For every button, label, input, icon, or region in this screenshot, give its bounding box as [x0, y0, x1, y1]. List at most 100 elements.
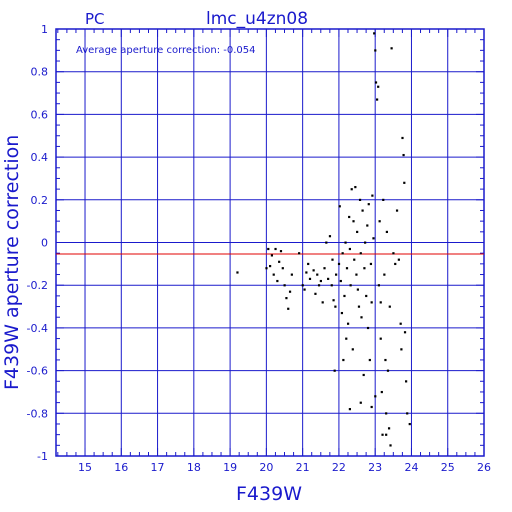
data-point [378, 220, 381, 223]
data-point [385, 433, 388, 436]
data-point [341, 252, 344, 255]
data-point [366, 224, 369, 227]
data-points [236, 32, 411, 447]
y-tick-label: 0.6 [31, 108, 49, 121]
data-point [376, 98, 379, 101]
y-tick-label: 0 [41, 237, 48, 250]
data-point [279, 250, 283, 253]
chart-title: lmc_u4zn08 [206, 9, 308, 29]
data-point [355, 273, 358, 276]
x-tick-label: 23 [368, 461, 382, 474]
data-point [364, 241, 367, 244]
data-point [374, 395, 377, 398]
data-point [351, 348, 354, 351]
y-tick-label: 0.2 [31, 194, 49, 207]
chart-subtitle: PC [85, 10, 105, 28]
data-point [331, 258, 334, 261]
data-point [405, 380, 408, 383]
data-point [236, 271, 239, 274]
x-tick-labels: 15 16 17 18 19 20 21 22 23 24 25 26 [78, 461, 491, 474]
data-point [397, 258, 400, 261]
data-point [340, 311, 344, 315]
data-point [335, 273, 338, 276]
data-point [298, 252, 301, 255]
data-point [343, 294, 346, 298]
data-point [401, 136, 404, 140]
data-point [344, 241, 347, 244]
data-point [290, 273, 293, 276]
data-point [406, 412, 409, 415]
data-point [380, 390, 383, 394]
data-point [408, 422, 411, 426]
x-tick-label: 16 [114, 461, 128, 474]
data-point [371, 194, 374, 197]
y-tick-label: -0.4 [27, 322, 48, 335]
data-point [360, 316, 363, 319]
data-point [270, 254, 274, 257]
x-tick-label: 25 [441, 461, 455, 474]
data-point [388, 305, 391, 308]
data-point [362, 373, 365, 377]
data-point [374, 49, 377, 52]
data-point [352, 220, 355, 223]
data-point [314, 292, 317, 295]
data-point [392, 252, 395, 255]
data-point [274, 247, 277, 251]
data-point [356, 288, 359, 291]
data-point [379, 337, 382, 340]
x-tick-label: 18 [187, 461, 201, 474]
data-point [337, 262, 341, 266]
x-tick-label: 17 [151, 461, 165, 474]
data-point [312, 269, 315, 272]
y-tick-label: 1 [41, 23, 48, 36]
data-point [367, 203, 370, 206]
data-point [358, 198, 362, 201]
data-point [319, 279, 322, 283]
axis-ticks [56, 28, 485, 457]
data-point [377, 284, 381, 287]
data-point [385, 230, 388, 234]
data-point [366, 326, 370, 330]
data-point [389, 444, 392, 447]
data-point [330, 284, 333, 287]
data-point [338, 205, 341, 208]
data-point [399, 322, 402, 325]
data-point [342, 358, 345, 362]
data-point [400, 348, 403, 351]
x-axis-label: F439W [236, 483, 302, 505]
data-point [265, 267, 268, 270]
data-point [350, 188, 353, 191]
data-point [354, 185, 357, 189]
x-tick-label: 26 [477, 461, 491, 474]
data-point [321, 301, 324, 304]
x-tick-label: 21 [296, 461, 310, 474]
data-point [285, 297, 288, 300]
data-point [403, 331, 407, 334]
data-point [345, 337, 348, 340]
data-point [325, 241, 328, 244]
y-tick-label: 0.4 [31, 151, 49, 164]
data-point [267, 247, 270, 251]
y-tick-label: 0.8 [31, 66, 49, 79]
data-point [382, 198, 385, 201]
data-point [359, 401, 362, 404]
data-point [307, 262, 310, 266]
data-point [272, 273, 275, 276]
data-point [369, 262, 373, 266]
data-point [323, 267, 326, 270]
data-point [373, 32, 376, 35]
data-point [372, 237, 375, 240]
data-point [346, 322, 350, 325]
x-tick-label: 19 [223, 461, 237, 474]
data-point [348, 215, 351, 219]
data-point [316, 273, 319, 276]
data-point [356, 230, 359, 234]
data-point [301, 284, 304, 287]
data-point [305, 271, 308, 274]
data-point [348, 408, 351, 411]
data-point [283, 284, 286, 287]
data-point [269, 264, 272, 268]
data-point [353, 258, 356, 261]
